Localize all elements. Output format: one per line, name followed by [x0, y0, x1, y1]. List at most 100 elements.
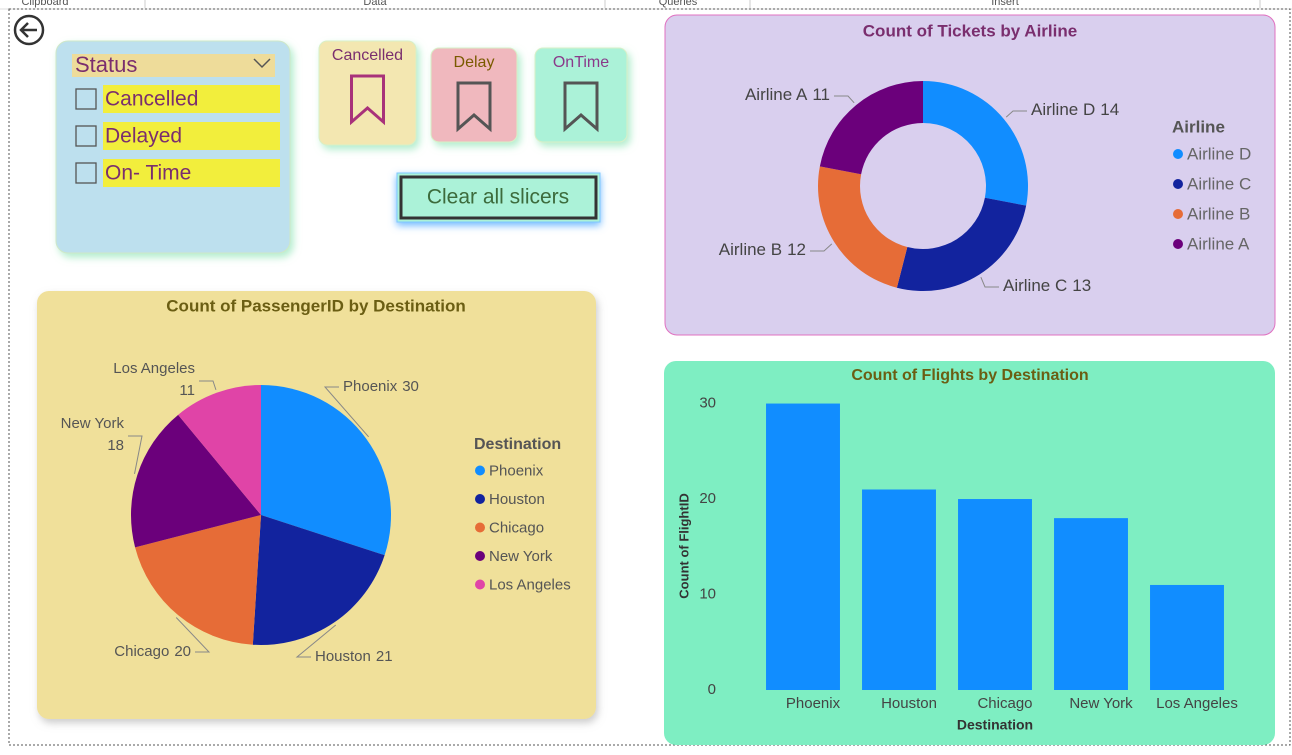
legend-marker [475, 494, 485, 504]
legend-item: New York [489, 548, 553, 565]
canvas-border [8, 8, 1291, 746]
button-label[interactable]: Clear all slicers [427, 186, 569, 209]
data-label-value: 30 [402, 378, 419, 395]
data-label: Airline C 13 [1003, 276, 1091, 295]
data-label-value: 12 [787, 240, 806, 259]
slicer-item[interactable]: Cancelled [105, 88, 198, 111]
button-frame[interactable] [396, 172, 601, 223]
data-label-category: Airline C [1003, 276, 1067, 295]
bookmark-button[interactable] [534, 47, 628, 143]
slice [261, 385, 391, 556]
bookmark-label[interactable]: OnTime [553, 54, 609, 71]
chart-title: Count of PassengerID by Destination [166, 296, 465, 315]
bookmark-button[interactable] [430, 47, 518, 143]
slicer-chevron[interactable] [253, 58, 271, 69]
ribbon-label: Data [363, 0, 387, 8]
data-label: Airline B 12 [719, 240, 806, 259]
data-label-category: Los Angeles [113, 360, 195, 377]
data-label: Chicago 20 [114, 643, 191, 660]
chart-title: Count of Flights by Destination [851, 367, 1088, 384]
leader-line [810, 243, 833, 252]
checkbox[interactable] [75, 88, 97, 110]
data-label: New York 18 [61, 415, 125, 454]
data-label-value: 21 [376, 648, 393, 665]
legend-marker [475, 551, 485, 561]
bookmark-icon [563, 81, 599, 133]
bookmark-button[interactable] [318, 40, 417, 146]
bookmark-icon [350, 74, 385, 126]
bar [766, 403, 840, 690]
legend-marker [1173, 209, 1183, 219]
legend-marker [475, 522, 485, 533]
y-axis-title: Count of FlightID [676, 493, 691, 598]
data-label-category: Airline D [1031, 100, 1095, 119]
ribbon-label: Queries [659, 0, 698, 8]
data-label-value: 13 [1072, 276, 1091, 295]
legend-item: Chicago [489, 519, 544, 536]
checkbox[interactable] [75, 125, 97, 147]
y-tick-label: 0 [708, 681, 716, 698]
back-button[interactable] [13, 14, 45, 46]
chart-title: Count of Tickets by Airline [863, 21, 1077, 40]
data-label: Airline A 11 [745, 85, 830, 104]
slice [135, 515, 261, 645]
legend-item: Phoenix [489, 462, 544, 479]
legend-title: Airline [1172, 117, 1225, 136]
leader-line [834, 95, 855, 104]
data-label-value: 14 [1100, 100, 1119, 119]
x-axis-title: Destination [957, 717, 1033, 733]
slicer-item-bg [103, 159, 280, 187]
slicer-item-bg [103, 122, 280, 150]
legend-item: Airline C [1187, 174, 1251, 193]
leader-line [295, 624, 337, 658]
legend-title: Destination [474, 436, 561, 453]
legend-marker [475, 579, 485, 590]
bookmark-label[interactable]: Cancelled [332, 47, 403, 64]
x-tick-label: Houston [881, 695, 937, 712]
legend-marker [1173, 149, 1183, 159]
data-label-value: 20 [174, 643, 191, 660]
donut-panel [664, 14, 1276, 336]
data-label: Airline D 14 [1031, 100, 1119, 119]
data-label-category: Airline A [745, 85, 808, 104]
leader-line [199, 380, 217, 391]
legend-item: Airline D [1187, 144, 1251, 163]
clear-button[interactable]: Clear all slicers [396, 172, 601, 223]
data-label: Phoenix 30 [343, 378, 419, 395]
slice [819, 81, 923, 175]
x-tick-label: Los Angeles [1156, 695, 1238, 712]
data-label-category: Phoenix [343, 378, 398, 395]
data-label: Los Angeles 11 [113, 360, 195, 399]
x-tick-label: New York [1069, 695, 1133, 712]
bookmark-icon [456, 81, 492, 133]
leader-line [128, 435, 143, 474]
slice [896, 197, 1027, 291]
y-tick-label: 30 [699, 395, 716, 412]
data-label-value: 11 [179, 382, 195, 399]
data-label-category: Chicago [114, 643, 169, 660]
slice [818, 166, 908, 288]
slicer-title: Status [75, 52, 137, 77]
ribbon-label: Clipboard [21, 0, 68, 8]
slice [923, 81, 1028, 206]
bar [862, 489, 936, 690]
y-tick-label: 10 [699, 585, 716, 602]
bookmark-label[interactable]: Delay [454, 54, 495, 71]
legend-item: Airline B [1187, 204, 1250, 223]
x-tick-label: Chicago [977, 695, 1032, 712]
slicer-item[interactable]: Delayed [105, 125, 182, 148]
checkbox[interactable] [75, 162, 97, 184]
leader-line [1005, 110, 1027, 118]
ribbon-label: Insert [991, 0, 1019, 8]
slicer-header [72, 54, 275, 77]
slicer-item[interactable]: On- Time [105, 162, 191, 185]
legend-item: Los Angeles [489, 576, 571, 593]
legend-item: Houston [489, 491, 545, 508]
slicer-item-bg [103, 85, 280, 113]
data-label-category: Houston [315, 648, 371, 665]
leader-line [980, 276, 999, 288]
legend-item: Airline A [1187, 234, 1250, 253]
bar [958, 499, 1032, 690]
slice [131, 414, 261, 548]
y-tick-label: 20 [699, 490, 716, 507]
